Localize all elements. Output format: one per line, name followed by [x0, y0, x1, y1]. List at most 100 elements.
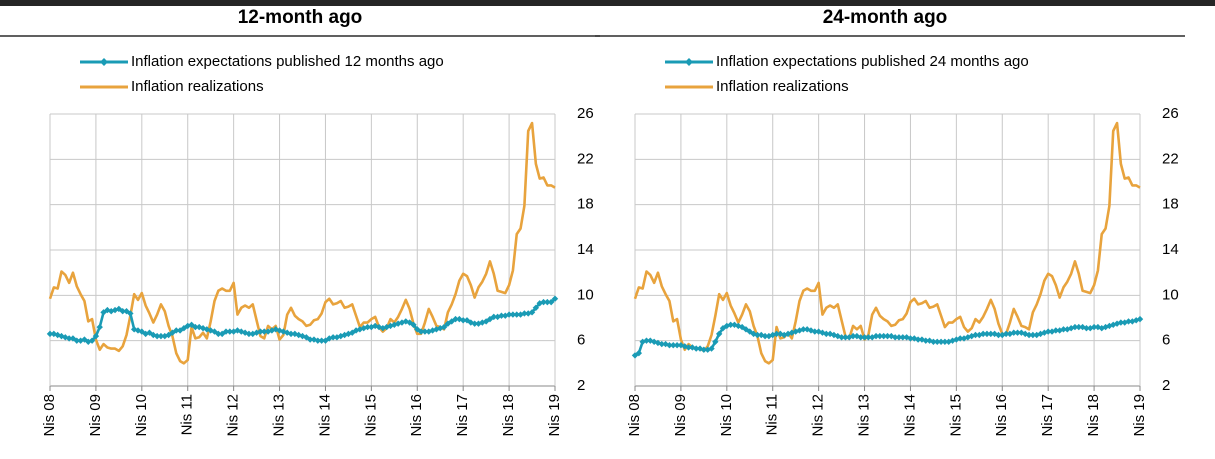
x-tick-label: Nis 14: [316, 394, 333, 437]
x-tick-label: Nis 09: [672, 394, 689, 437]
series-marker: [329, 334, 337, 341]
series-marker: [173, 327, 180, 334]
series-marker: [647, 337, 654, 344]
series-marker: [226, 328, 234, 335]
series-marker: [979, 330, 987, 338]
series-marker: [639, 338, 646, 345]
x-tick-label: Nis 16: [408, 394, 425, 437]
series-marker: [708, 345, 715, 352]
series-marker: [987, 330, 994, 338]
series-marker: [1075, 323, 1082, 331]
x-tick-label: Nis 15: [947, 394, 964, 437]
series-marker: [81, 336, 88, 343]
series-marker: [306, 336, 314, 343]
cut-header-band: [0, 0, 1215, 6]
x-tick-label: Nis 19: [546, 394, 563, 437]
series-marker: [781, 331, 788, 339]
series-marker: [723, 322, 731, 330]
series-marker: [792, 328, 799, 335]
x-tick-label: Nis 13: [856, 394, 873, 437]
x-tick-label: Nis 10: [718, 394, 735, 437]
series-marker: [532, 304, 540, 311]
x-tick-label: Nis 08: [626, 394, 643, 437]
x-tick-label: Nis 19: [1131, 394, 1148, 437]
series-marker: [318, 337, 325, 344]
y-tick-label: 6: [577, 332, 585, 349]
series-marker: [65, 335, 73, 342]
series-marker: [54, 331, 61, 339]
series-marker: [956, 335, 964, 342]
series-marker: [761, 332, 769, 340]
series-marker: [937, 338, 945, 345]
y-tick-label: 2: [1162, 377, 1170, 394]
series-marker: [1117, 319, 1125, 326]
series-marker: [964, 334, 972, 341]
series-marker: [704, 346, 711, 353]
series-marker: [471, 320, 478, 327]
series-marker: [192, 323, 199, 331]
legend-label: Inflation expectations published 12 mont…: [131, 53, 444, 70]
series-marker: [735, 322, 742, 330]
series-marker: [754, 331, 761, 339]
series-marker: [153, 332, 161, 340]
series-marker: [693, 345, 700, 352]
series-marker: [654, 339, 662, 347]
series-marker: [1090, 323, 1098, 331]
series-marker: [666, 342, 673, 349]
series-marker: [1018, 329, 1025, 336]
series-marker: [1132, 317, 1140, 324]
series-marker: [459, 317, 467, 324]
series-marker: [540, 298, 547, 306]
series-marker: [784, 330, 792, 338]
x-tick-label: Nis 09: [87, 394, 104, 437]
series-marker: [972, 331, 979, 339]
legend-label: Inflation realizations: [131, 78, 264, 95]
series-marker: [888, 332, 895, 340]
legend-label: Inflation realizations: [716, 78, 849, 95]
series-marker: [849, 332, 857, 340]
series-marker: [92, 332, 100, 340]
series-marker: [1044, 328, 1052, 335]
series-marker: [528, 309, 536, 316]
series-marker: [727, 321, 734, 328]
series-marker: [1083, 325, 1090, 332]
series-marker: [941, 338, 949, 345]
series-marker: [861, 334, 868, 341]
series-marker: [1010, 329, 1017, 336]
series-marker: [800, 326, 807, 333]
series-marker: [1029, 331, 1037, 339]
x-tick-label: Nis 11: [764, 394, 781, 435]
series-marker: [222, 328, 230, 335]
series-marker: [417, 328, 425, 335]
y-tick-label: 14: [1162, 241, 1179, 258]
series-marker: [1094, 323, 1102, 331]
series-marker: [872, 332, 880, 340]
series-marker: [742, 326, 750, 333]
series-marker: [314, 337, 322, 344]
series-marker: [819, 329, 826, 336]
series-marker: [983, 330, 991, 338]
series-marker: [69, 335, 77, 342]
series-marker: [1071, 323, 1079, 331]
series-marker: [1037, 330, 1044, 338]
x-tick-label: Nis 18: [1085, 394, 1102, 437]
series-marker: [1125, 318, 1132, 325]
series-marker: [914, 336, 922, 343]
series-marker: [127, 310, 134, 317]
series-marker: [746, 328, 753, 335]
series-marker: [685, 344, 692, 351]
x-tick-label: Nis 12: [225, 394, 242, 437]
series-marker: [1060, 326, 1067, 333]
series-marker: [934, 338, 941, 345]
series-marker: [215, 330, 222, 338]
series-marker: [513, 311, 520, 318]
y-tick-label: 22: [577, 150, 594, 167]
series-marker: [773, 330, 780, 338]
series-marker: [452, 315, 459, 323]
series-marker: [1025, 331, 1033, 339]
series-marker: [945, 338, 952, 345]
series-marker: [1064, 326, 1071, 333]
series-marker: [1106, 322, 1113, 330]
series-marker: [257, 328, 264, 335]
series-marker: [995, 331, 1002, 339]
